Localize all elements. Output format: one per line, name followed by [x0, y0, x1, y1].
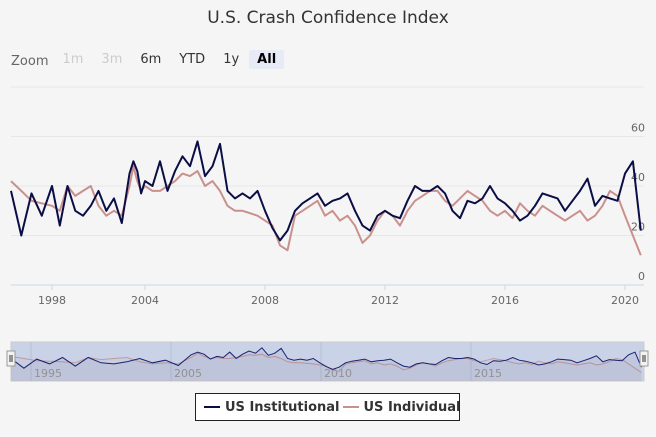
- legend-item-us-individual[interactable]: US Individual: [340, 399, 460, 415]
- navigator-label: 2015: [474, 367, 502, 380]
- series-line-us-individual: [10, 165, 642, 256]
- range-selector: Zoom 1m 3m 6m YTD 1y All: [11, 50, 286, 69]
- legend-item-us-institutional[interactable]: US Institutional: [196, 400, 340, 415]
- navigator-handle-right[interactable]: [639, 350, 649, 367]
- y-tick-label: 60: [631, 122, 645, 135]
- x-tick-label: 1998: [38, 294, 66, 307]
- navigator: 1995 2005 2010 2015: [6, 341, 649, 382]
- series-line-us-institutional: [10, 140, 642, 242]
- x-tick-label: 2008: [251, 294, 279, 307]
- legend-label-individual: US Individual: [363, 399, 460, 415]
- legend-swatch-individual: [342, 406, 359, 408]
- zoom-1m-button[interactable]: 1m: [62, 52, 84, 67]
- x-tick-label: 2004: [131, 294, 159, 307]
- navigator-label: 2010: [324, 367, 352, 380]
- navigator-line-us-institutional: [10, 347, 642, 370]
- legend: US Institutional US Individual: [195, 393, 460, 421]
- navigator-handle-left[interactable]: [6, 350, 16, 367]
- y-tick-label: 20: [631, 221, 645, 234]
- y-tick-label: 0: [638, 270, 645, 283]
- navigator-label: 2005: [174, 367, 202, 380]
- x-tick-label: 2020: [611, 294, 639, 307]
- legend-label-institutional: US Institutional: [225, 399, 340, 415]
- y-tick-label: 40: [631, 171, 645, 184]
- zoom-ytd-button[interactable]: YTD: [179, 52, 206, 67]
- zoom-6m-button[interactable]: 6m: [140, 52, 162, 67]
- navigator-area: [11, 347, 642, 381]
- navigator-label: 1995: [34, 367, 62, 380]
- x-axis: 1998 2004 2008 2012 2016 2020: [38, 285, 639, 307]
- zoom-3m-button[interactable]: 3m: [101, 52, 123, 67]
- legend-swatch-institutional: [204, 406, 220, 408]
- zoom-label: Zoom: [11, 53, 49, 69]
- navigator-line-us-individual: [10, 352, 642, 373]
- gridlines: [11, 86, 644, 286]
- zoom-all-button[interactable]: All: [249, 50, 285, 69]
- series-lines: [10, 140, 642, 256]
- handle-body: [6, 350, 16, 367]
- chart-title: U.S. Crash Confidence Index: [207, 8, 449, 28]
- zoom-1y-button[interactable]: 1y: [223, 52, 240, 67]
- handle-body: [639, 350, 649, 367]
- x-tick-label: 2016: [491, 294, 519, 307]
- x-tick-label: 2012: [371, 294, 399, 307]
